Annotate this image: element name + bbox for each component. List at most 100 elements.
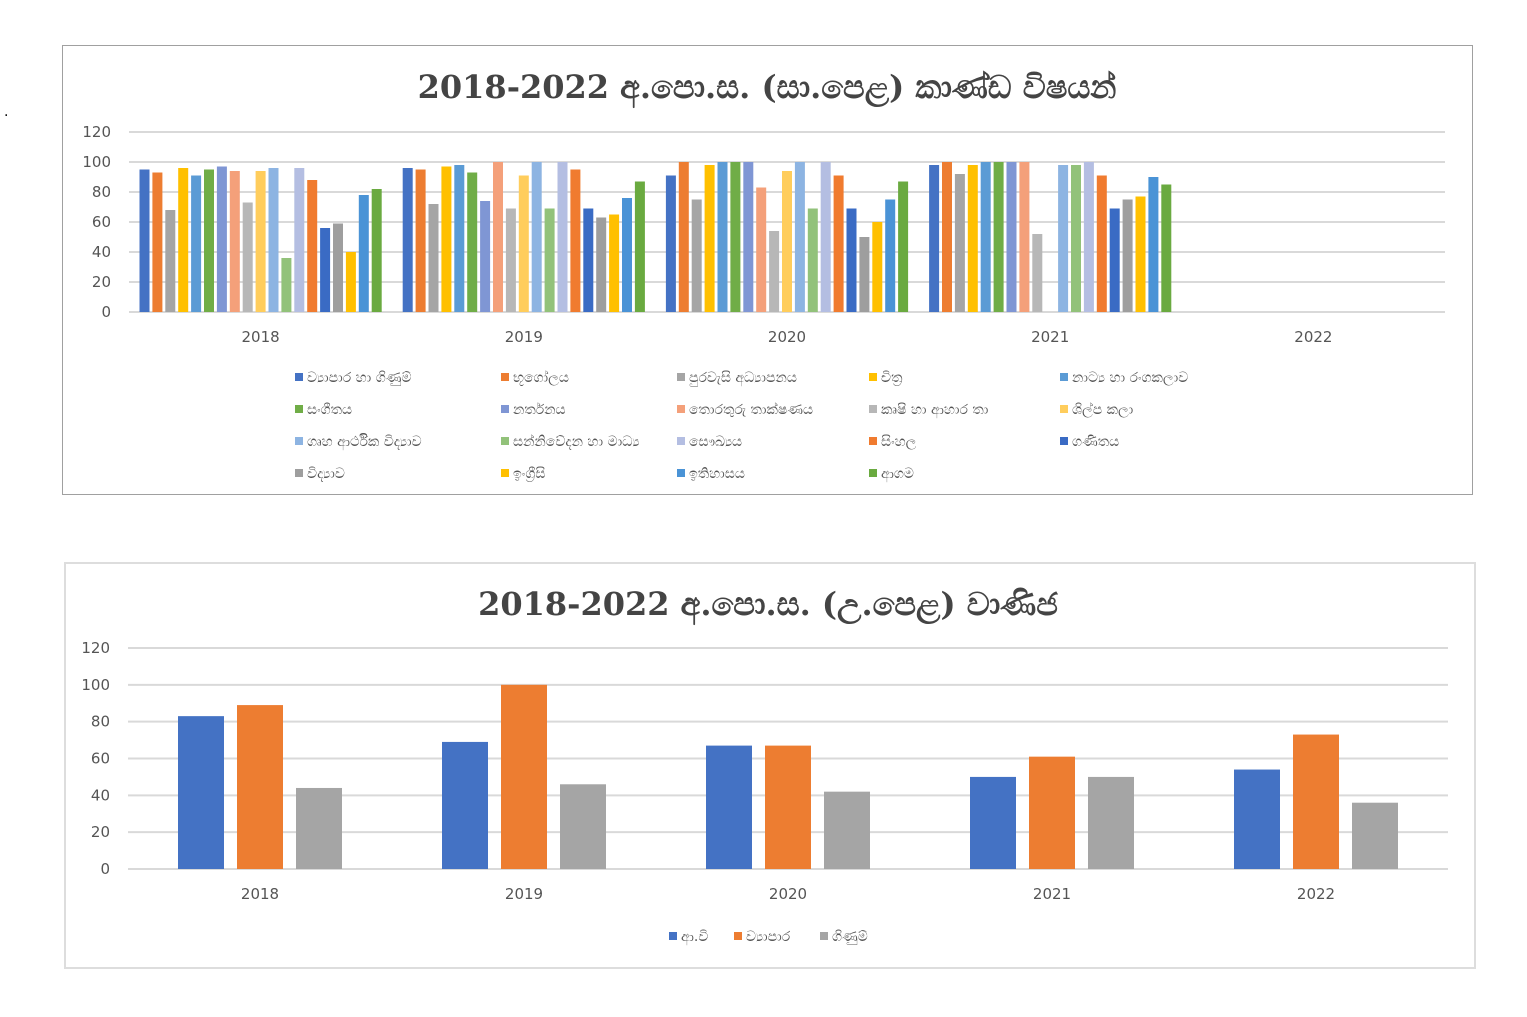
legend-label: චිත්‍ර <box>881 370 903 387</box>
bar <box>954 174 965 312</box>
bar <box>859 237 870 312</box>
bar <box>967 165 978 312</box>
bar <box>560 784 606 869</box>
bar <box>634 181 645 312</box>
bar <box>505 208 516 312</box>
chart-al-svg: 2018-2022 අ.පො.ස. (උ.පෙළ) වාණිජ 0 20 40 60 80… <box>81 585 1448 946</box>
bar <box>872 222 883 312</box>
bar <box>1032 234 1043 312</box>
x-tick-label: 2018 <box>241 885 279 903</box>
legend-label: විද්‍යාව <box>307 466 345 482</box>
y-tick-label: 100 <box>82 153 111 171</box>
bar <box>1088 776 1134 869</box>
legend-swatch <box>295 373 303 381</box>
y-tick-label: 0 <box>100 860 110 878</box>
y-tick-label: 20 <box>91 823 110 841</box>
legend-swatch <box>869 469 877 477</box>
legend-swatch <box>734 932 742 940</box>
bar <box>824 791 870 869</box>
chart-ol-subjects: 2018-2022 අ.පො.ස. (සා.පෙළ) කාණ්ඩ විෂයන් 0… <box>62 45 1473 495</box>
legend-label: ආ.වි <box>681 929 708 946</box>
bar <box>820 162 831 312</box>
bar <box>501 684 547 869</box>
legend-label: ව්‍යාපාර හා ගිණුම් <box>307 370 412 386</box>
legend-label: ව්‍යාපාර <box>746 929 791 945</box>
legend-label: ඉංග්‍රීසි <box>513 466 545 482</box>
legend-label: කෘෂි හා ආහාර තා <box>881 402 989 419</box>
bar <box>428 204 439 312</box>
bar <box>1019 162 1030 312</box>
x-tick-label: 2020 <box>768 328 806 346</box>
bar <box>467 172 478 312</box>
bar <box>782 171 792 312</box>
bar <box>691 199 702 312</box>
legend-label: සන්නිවේදන හා මාධ්‍ය <box>513 434 640 450</box>
bar <box>242 202 253 312</box>
bar <box>1352 802 1398 869</box>
legend-label: නර්තනය <box>513 402 566 418</box>
bar <box>678 162 689 312</box>
legend-label: ඉතිහාසය <box>689 466 745 482</box>
bar <box>557 162 568 312</box>
bar <box>531 162 542 312</box>
legend-label: ශිල්ප කලා <box>1072 402 1134 418</box>
legend-swatch <box>869 437 877 445</box>
x-tick-label: 2019 <box>505 885 543 903</box>
legend-swatch <box>820 932 828 940</box>
legend-label: ගණිතය <box>1072 434 1119 450</box>
y-tick-label: 40 <box>91 786 110 804</box>
bar <box>1083 162 1094 312</box>
legend-swatch <box>501 405 509 413</box>
bar <box>333 223 343 312</box>
bar <box>1135 196 1146 312</box>
bar <box>885 199 896 312</box>
legend-swatch <box>677 437 685 445</box>
bar <box>833 175 844 312</box>
bar <box>320 228 331 312</box>
legend-swatch <box>869 373 877 381</box>
legend-swatch <box>677 405 685 413</box>
legend-label: ගිණුම් <box>832 929 868 945</box>
bar <box>1234 769 1280 869</box>
bar <box>717 162 728 312</box>
y-tick-label: 60 <box>92 213 111 231</box>
bar <box>609 214 620 312</box>
bar <box>743 162 754 312</box>
legend-swatch <box>1060 373 1068 381</box>
bar <box>178 716 224 869</box>
legend-label: ආගම <box>881 466 914 483</box>
y-tick-label: 120 <box>82 123 111 141</box>
legend-label: සෞඛ්‍යය <box>689 434 742 450</box>
legend-swatch <box>501 469 509 477</box>
x-tick-label: 2021 <box>1031 328 1069 346</box>
legend-label: නාට්‍ය හා රංගකලාව <box>1072 370 1188 386</box>
bar <box>1006 162 1017 312</box>
x-tick-label: 2020 <box>769 885 807 903</box>
bar <box>229 171 240 312</box>
legend-label: ගෘහ ආර්ථික විද්‍යාව <box>307 434 422 451</box>
bar <box>307 180 318 312</box>
bar <box>730 162 741 312</box>
x-tick-label: 2019 <box>505 328 543 346</box>
y-tick-label: 120 <box>81 639 110 657</box>
bar <box>1096 175 1107 312</box>
bar <box>1071 165 1081 312</box>
legend-swatch <box>295 469 303 477</box>
bar <box>942 162 952 312</box>
legend-swatch <box>669 932 677 940</box>
bar <box>415 169 426 312</box>
bar <box>165 210 176 312</box>
y-tick-label: 40 <box>92 243 111 261</box>
legend-swatch <box>677 373 685 381</box>
legend-swatch <box>677 469 685 477</box>
bar <box>204 169 214 312</box>
legend-label: තොරතුරු තාක්ෂණය <box>689 402 813 418</box>
bar <box>622 198 632 312</box>
legend-swatch <box>1060 405 1068 413</box>
bar <box>518 175 529 312</box>
bar <box>704 165 715 312</box>
bar <box>493 162 503 312</box>
legend-swatch <box>1060 437 1068 445</box>
legend-swatch <box>869 405 877 413</box>
bar <box>794 162 805 312</box>
